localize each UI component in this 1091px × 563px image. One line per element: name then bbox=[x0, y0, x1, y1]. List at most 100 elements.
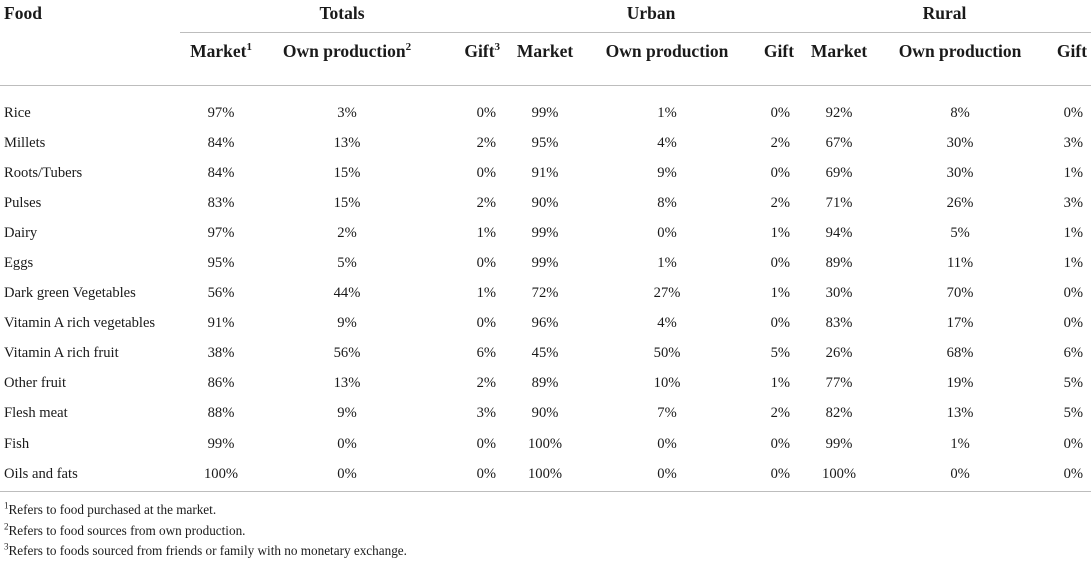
value-cell: 89% bbox=[531, 375, 559, 392]
value-cell: 70% bbox=[946, 285, 974, 302]
value-cell: 90% bbox=[531, 405, 559, 422]
value-cell: 56% bbox=[207, 285, 235, 302]
group-header-rural: Rural bbox=[922, 3, 967, 23]
food-name-cell: Fish bbox=[4, 435, 30, 452]
value-cell: 0% bbox=[476, 164, 497, 181]
value-cell: 4% bbox=[657, 315, 677, 332]
value-cell: 10% bbox=[653, 375, 681, 392]
value-cell: 7% bbox=[657, 405, 677, 422]
food-name-cell: Dark green Vegetables bbox=[4, 285, 136, 302]
value-cell: 6% bbox=[476, 345, 497, 362]
value-cell: 15% bbox=[333, 194, 361, 211]
value-cell: 1% bbox=[1063, 224, 1084, 241]
subheader-urban-gift: Gift bbox=[748, 32, 799, 86]
food-name-cell: Millets bbox=[4, 134, 46, 151]
subheader-rural-own-production: Own production bbox=[880, 32, 1041, 86]
table-row: Rice 97% 3% 0% 99% 1% 0% 92% 8% 0% bbox=[0, 98, 1091, 128]
value-cell: 0% bbox=[476, 465, 497, 482]
value-cell: 8% bbox=[950, 104, 970, 121]
subheader-totals-gift: Gift3 bbox=[432, 32, 505, 86]
value-cell: 3% bbox=[476, 405, 497, 422]
value-cell: 83% bbox=[825, 315, 853, 332]
value-cell: 99% bbox=[207, 435, 235, 452]
table-row: Vitamin A rich fruit 38% 56% 6% 45% 50% 5% 26% 6… bbox=[0, 339, 1091, 369]
value-cell: 1% bbox=[476, 285, 497, 302]
value-cell: 38% bbox=[207, 345, 235, 362]
value-cell: 99% bbox=[531, 104, 559, 121]
value-cell: 88% bbox=[207, 405, 235, 422]
value-cell: 8% bbox=[657, 194, 677, 211]
table-bottom-rule bbox=[0, 491, 1091, 492]
value-cell: 0% bbox=[657, 465, 677, 482]
value-cell: 0% bbox=[1063, 285, 1084, 302]
value-cell: 5% bbox=[1063, 405, 1084, 422]
subheader-totals-market: Market1 bbox=[180, 32, 262, 86]
value-cell: 94% bbox=[825, 224, 853, 241]
table-row: Vitamin A rich vegetables 91% 9% 0% 96% 4% 0% 8… bbox=[0, 309, 1091, 339]
value-cell: 13% bbox=[333, 375, 361, 392]
value-cell: 3% bbox=[337, 104, 357, 121]
value-cell: 3% bbox=[1063, 134, 1084, 151]
value-cell: 1% bbox=[476, 224, 497, 241]
food-name-cell: Pulses bbox=[4, 194, 42, 211]
food-name-cell: Roots/Tubers bbox=[4, 164, 83, 181]
value-cell: 0% bbox=[770, 255, 791, 272]
value-cell: 2% bbox=[337, 224, 357, 241]
value-cell: 30% bbox=[825, 285, 853, 302]
food-name-cell: Eggs bbox=[4, 255, 34, 272]
food-name-cell: Dairy bbox=[4, 224, 38, 241]
value-cell: 2% bbox=[476, 194, 497, 211]
food-name-cell: Flesh meat bbox=[4, 405, 68, 422]
value-cell: 100% bbox=[822, 465, 857, 482]
value-cell: 27% bbox=[653, 285, 681, 302]
footnote-1: 1Refers to food purchased at the market. bbox=[4, 500, 217, 517]
footnote-3: 3Refers to foods sourced from friends or… bbox=[4, 541, 407, 558]
value-cell: 0% bbox=[337, 435, 357, 452]
value-cell: 0% bbox=[770, 315, 791, 332]
value-cell: 67% bbox=[825, 134, 853, 151]
value-cell: 1% bbox=[1063, 255, 1084, 272]
value-cell: 0% bbox=[770, 104, 791, 121]
value-cell: 2% bbox=[476, 134, 497, 151]
value-cell: 1% bbox=[657, 104, 677, 121]
value-cell: 0% bbox=[476, 104, 497, 121]
value-cell: 0% bbox=[1063, 435, 1084, 452]
value-cell: 0% bbox=[770, 164, 791, 181]
value-cell: 1% bbox=[770, 285, 791, 302]
value-cell: 1% bbox=[950, 435, 970, 452]
value-cell: 0% bbox=[770, 465, 791, 482]
value-cell: 97% bbox=[207, 224, 235, 241]
value-cell: 90% bbox=[531, 194, 559, 211]
value-cell: 15% bbox=[333, 164, 361, 181]
value-cell: 100% bbox=[528, 435, 563, 452]
value-cell: 0% bbox=[950, 465, 970, 482]
value-cell: 0% bbox=[657, 224, 677, 241]
value-cell: 4% bbox=[657, 134, 677, 151]
value-cell: 99% bbox=[531, 255, 559, 272]
value-cell: 0% bbox=[476, 435, 497, 452]
value-cell: 5% bbox=[337, 255, 357, 272]
value-cell: 2% bbox=[476, 375, 497, 392]
table-row: Eggs 95% 5% 0% 99% 1% 0% 89% 11% 1% bbox=[0, 248, 1091, 278]
value-cell: 11% bbox=[946, 255, 974, 272]
value-cell: 99% bbox=[825, 435, 853, 452]
group-header-urban: Urban bbox=[626, 3, 676, 23]
header-rule bbox=[0, 85, 1091, 86]
table-row: Fish 99% 0% 0% 100% 0% 0% 99% 1% 0% bbox=[0, 429, 1091, 459]
food-name-cell: Rice bbox=[4, 104, 31, 121]
value-cell: 0% bbox=[476, 255, 497, 272]
value-cell: 1% bbox=[770, 375, 791, 392]
table-row: Pulses 83% 15% 2% 90% 8% 2% 71% 26% 3% bbox=[0, 188, 1091, 218]
food-column-header: Food bbox=[4, 3, 42, 23]
value-cell: 2% bbox=[770, 134, 791, 151]
value-cell: 69% bbox=[825, 164, 853, 181]
food-source-table: Food Totals Urban Rural Market1 Own prod… bbox=[0, 3, 1091, 482]
value-cell: 5% bbox=[1063, 375, 1084, 392]
value-cell: 95% bbox=[207, 255, 235, 272]
subheader-urban-own-production: Own production bbox=[586, 32, 749, 86]
value-cell: 82% bbox=[825, 405, 853, 422]
value-cell: 83% bbox=[207, 194, 235, 211]
value-cell: 0% bbox=[1063, 315, 1084, 332]
value-cell: 26% bbox=[825, 345, 853, 362]
